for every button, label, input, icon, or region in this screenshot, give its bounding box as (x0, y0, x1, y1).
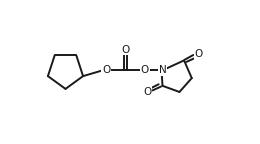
Text: O: O (143, 87, 151, 97)
Text: O: O (121, 45, 130, 55)
Text: O: O (102, 65, 110, 75)
Text: O: O (141, 65, 149, 75)
Text: O: O (194, 49, 203, 59)
Text: N: N (159, 65, 166, 75)
